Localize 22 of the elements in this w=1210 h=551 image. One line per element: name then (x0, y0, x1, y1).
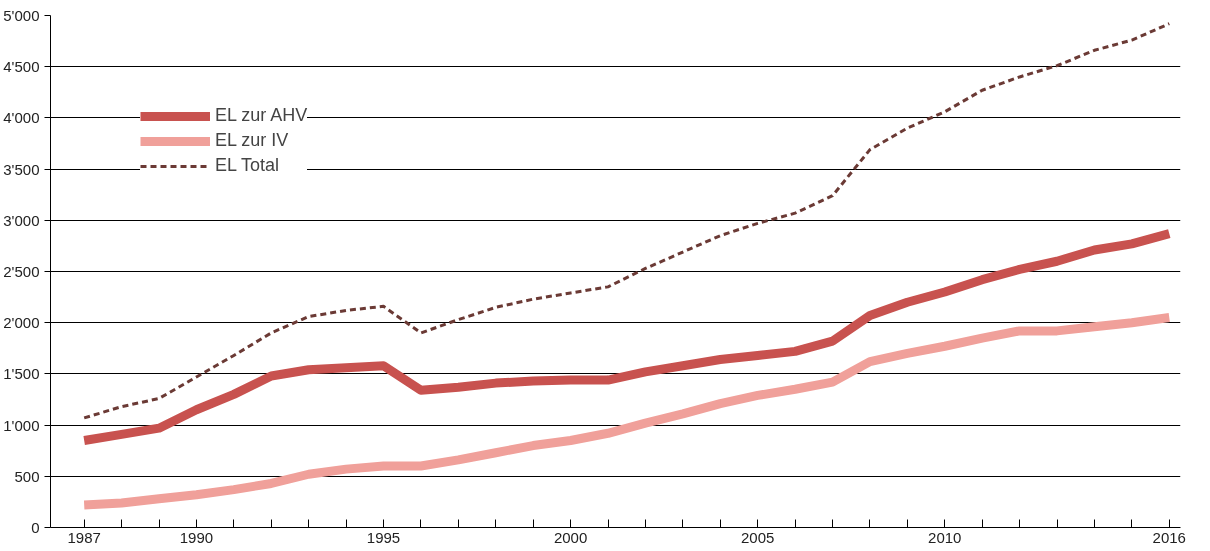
x-tick-label: 2010 (928, 528, 962, 546)
y-tick-label: 5'000 (3, 7, 40, 24)
x-tick-label: 1995 (366, 528, 401, 546)
x-tick-label: 2016 (1152, 528, 1186, 546)
y-tick-label: 1'000 (3, 416, 40, 434)
y-tick-label: 4'000 (3, 109, 40, 127)
legend-label: EL zur IV (215, 130, 289, 151)
y-tick-label: 1'500 (3, 365, 40, 383)
legend-label: EL Total (215, 155, 280, 176)
x-tick-label: 2005 (741, 528, 775, 546)
x-tick-label: 1987 (67, 528, 101, 546)
x-tick-label: 2000 (553, 528, 588, 546)
y-tick-label: 0 (31, 519, 40, 536)
y-tick-label: 3'000 (3, 211, 40, 229)
y-tick-label: 2'000 (3, 314, 40, 332)
x-tick-label: 1990 (179, 528, 214, 546)
y-tick-label: 2'500 (3, 263, 40, 280)
legend-label: EL zur AHV (215, 105, 308, 126)
y-tick-label: 4'500 (3, 58, 40, 76)
line-series (82, 22, 1171, 420)
y-tick-label: 500 (14, 467, 40, 485)
y-tick-label: 3'500 (3, 160, 40, 178)
